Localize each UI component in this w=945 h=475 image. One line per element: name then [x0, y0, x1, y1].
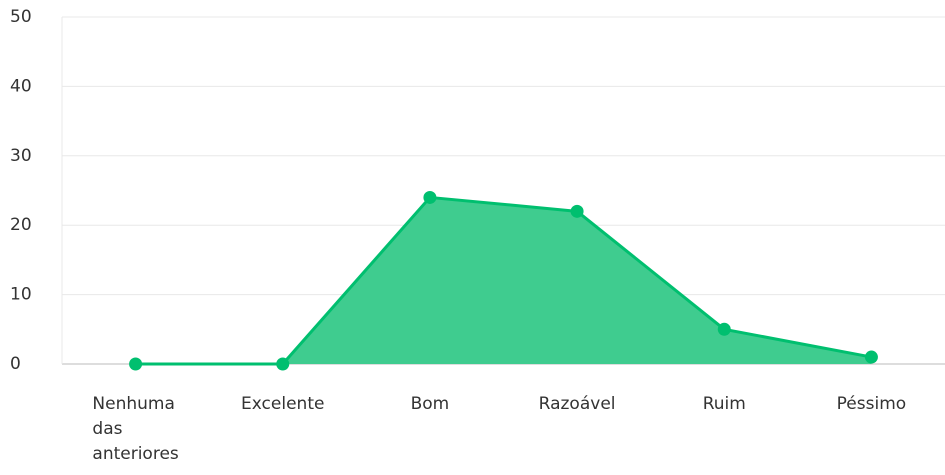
y-tick-label: 30: [10, 146, 32, 166]
point: [570, 204, 584, 218]
line: [135, 195, 872, 366]
point: [129, 357, 143, 371]
x-tick-label: Razoável: [538, 394, 616, 414]
x-tick-label: Péssimo: [836, 394, 907, 414]
x-tick-label: Bom: [410, 394, 450, 414]
x-tick-label: Ruim: [702, 394, 746, 414]
point: [423, 190, 437, 204]
area: [135, 197, 872, 364]
x-tick-label: Excelente: [241, 394, 325, 414]
point: [717, 322, 731, 336]
x-tick-label: Nenhuma das anteriores: [92, 394, 179, 464]
y-tick-label: 10: [10, 285, 32, 305]
y-tick-label: 20: [10, 215, 32, 235]
y-tick-label: 0: [10, 354, 21, 374]
point: [864, 350, 878, 364]
y-tick-label: 40: [10, 76, 32, 96]
point: [276, 357, 290, 371]
y-tick-label: 50: [10, 7, 32, 27]
